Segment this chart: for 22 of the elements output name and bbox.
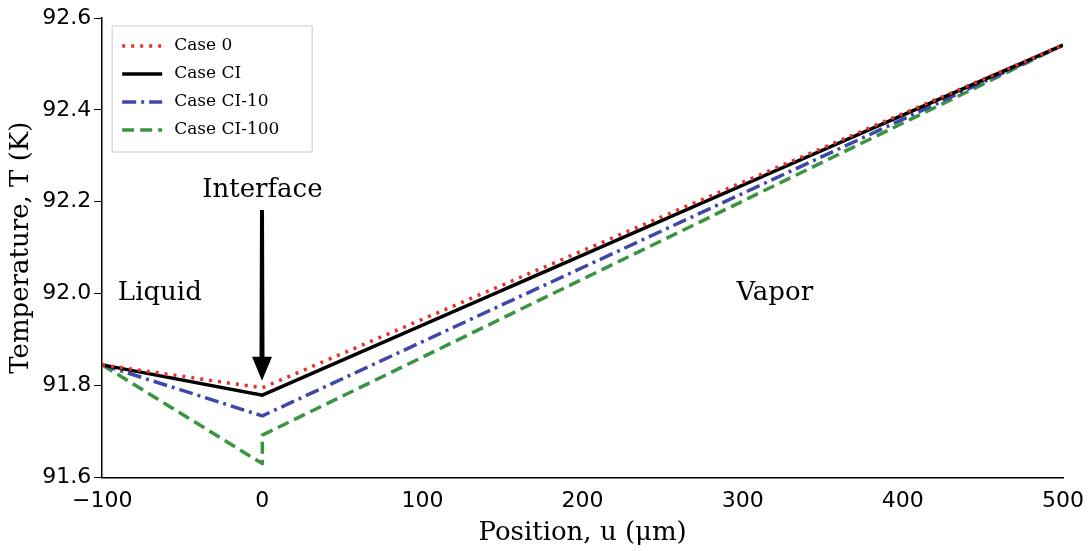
x-tick-label: 200 — [561, 487, 604, 513]
y-tick-label: 91.8 — [42, 371, 92, 397]
annotation: Interface — [202, 173, 323, 204]
y-tick-label: 92.4 — [42, 95, 92, 121]
legend-label: Case CI-10 — [174, 90, 269, 111]
y-tick-label: 92.6 — [42, 3, 92, 29]
x-tick-label: 400 — [881, 487, 924, 513]
y-axis-title: Temperature, T (K) — [4, 121, 35, 374]
x-tick-label: −100 — [71, 487, 133, 513]
y-tick-label: 92.0 — [42, 279, 92, 305]
y-tick-label: 91.6 — [42, 463, 92, 489]
y-tick-label: 92.2 — [42, 187, 92, 213]
legend-label: Case 0 — [174, 34, 233, 55]
x-tick-label: 100 — [401, 487, 444, 513]
legend-label: Case CI-100 — [174, 118, 280, 139]
x-tick-label: 500 — [1042, 487, 1084, 513]
x-axis-title: Position, u (μm) — [478, 516, 687, 547]
legend-label: Case CI — [174, 62, 242, 83]
annotation: Liquid — [117, 276, 202, 307]
x-tick-label: 300 — [721, 487, 764, 513]
x-tick-label: 0 — [255, 487, 270, 513]
annotation: Vapor — [735, 276, 814, 307]
